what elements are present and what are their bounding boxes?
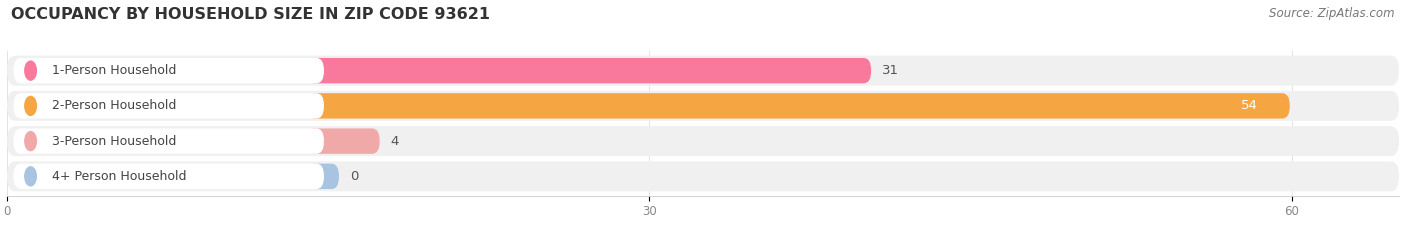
Circle shape	[25, 61, 37, 80]
FancyBboxPatch shape	[7, 56, 1399, 86]
Text: 4: 4	[391, 135, 399, 148]
FancyBboxPatch shape	[307, 58, 872, 83]
FancyBboxPatch shape	[7, 126, 1399, 156]
FancyBboxPatch shape	[14, 164, 323, 189]
FancyBboxPatch shape	[7, 161, 1399, 191]
FancyBboxPatch shape	[7, 91, 1399, 121]
Text: 31: 31	[882, 64, 898, 77]
Text: 4+ Person Household: 4+ Person Household	[52, 170, 187, 183]
Text: 2-Person Household: 2-Person Household	[52, 99, 176, 112]
FancyBboxPatch shape	[307, 93, 1289, 119]
FancyBboxPatch shape	[14, 93, 323, 119]
Circle shape	[25, 96, 37, 115]
Text: 3-Person Household: 3-Person Household	[52, 135, 176, 148]
Text: Source: ZipAtlas.com: Source: ZipAtlas.com	[1270, 7, 1395, 20]
FancyBboxPatch shape	[14, 58, 323, 83]
FancyBboxPatch shape	[307, 128, 380, 154]
Text: 1-Person Household: 1-Person Household	[52, 64, 176, 77]
Text: 54: 54	[1240, 99, 1257, 112]
Circle shape	[25, 167, 37, 186]
Text: OCCUPANCY BY HOUSEHOLD SIZE IN ZIP CODE 93621: OCCUPANCY BY HOUSEHOLD SIZE IN ZIP CODE …	[11, 7, 491, 22]
FancyBboxPatch shape	[14, 128, 323, 154]
Circle shape	[25, 132, 37, 151]
Text: 0: 0	[350, 170, 359, 183]
FancyBboxPatch shape	[307, 164, 339, 189]
